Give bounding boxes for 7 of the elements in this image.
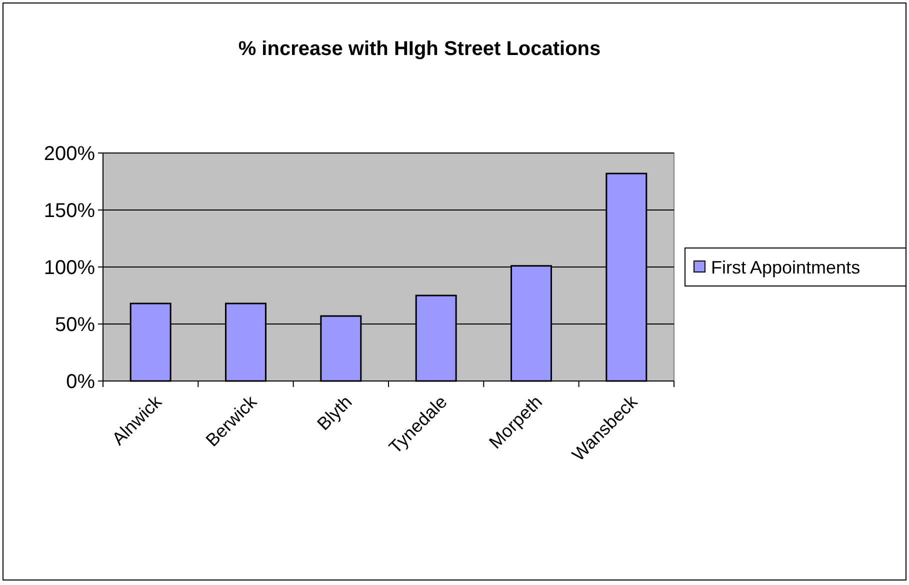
y-tick-label: 150%	[44, 200, 96, 222]
y-tick-label: 50%	[54, 314, 96, 336]
y-tick-label: 200%	[44, 143, 96, 165]
y-tick-label: 100%	[44, 257, 96, 279]
y-tick-label: 0%	[66, 371, 96, 393]
legend-label: First Appointments	[711, 257, 860, 278]
chart-title: % increase with HIgh Street Locations	[238, 38, 601, 60]
